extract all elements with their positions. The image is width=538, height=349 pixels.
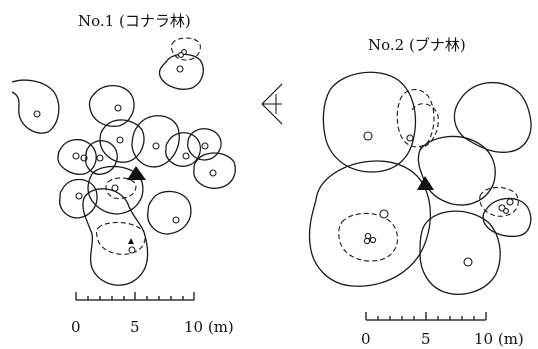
plot2-crown	[453, 81, 532, 153]
north-arrow-icon	[261, 83, 283, 125]
plot2-crown	[322, 71, 417, 173]
plot2-crown	[482, 197, 532, 238]
plot1-crown	[158, 53, 204, 90]
plot2-trunk	[503, 208, 509, 214]
plot1-map	[11, 37, 236, 286]
plot1-trunk	[178, 52, 184, 58]
plot1-small-marker	[128, 238, 134, 244]
scale1-label-5: 5	[130, 318, 140, 336]
plot2-crown-dashed	[338, 212, 398, 262]
scale2-label-5: 5	[421, 330, 431, 348]
plot1-trunk	[114, 104, 122, 112]
plot1-crown-dashed	[95, 221, 146, 255]
plot1-crown	[187, 128, 222, 161]
plot2-trunk	[406, 134, 414, 142]
plot2-trunk	[463, 257, 473, 267]
plot1-crown	[165, 132, 201, 167]
plot2-trunk	[363, 237, 371, 245]
plot2-trunk	[369, 236, 377, 244]
plot1-trunk	[128, 246, 136, 254]
plot1-crown	[147, 190, 192, 235]
plot1-crown-dashed	[171, 37, 201, 61]
scale2-label-0: 0	[361, 330, 371, 348]
plot1-crown	[59, 178, 98, 219]
plot2-crown-dashed	[411, 103, 439, 149]
plot2-crown	[419, 210, 501, 295]
plot2-crown	[308, 160, 432, 287]
plot2-crown	[417, 135, 496, 206]
plot2-trunk	[506, 198, 514, 206]
plot1-crown	[11, 79, 60, 134]
scale2-label-10: 10 (m)	[474, 330, 524, 348]
plot1-trunk	[201, 142, 209, 150]
plot2-center-marker	[417, 176, 434, 190]
plot1-trunk	[182, 152, 190, 160]
plot2-map	[308, 71, 532, 295]
plot1-trunk	[75, 192, 83, 200]
plot1-crown	[82, 188, 149, 286]
plot2-trunk	[364, 232, 372, 240]
plot1-trunk	[172, 216, 180, 224]
plot1-trunk	[209, 169, 217, 177]
plot2-crown-dashed	[479, 186, 519, 217]
plot2-trunk	[379, 209, 389, 219]
plot1-trunk	[152, 142, 160, 150]
plot1-crown	[131, 115, 180, 168]
scale1-label-10: 10 (m)	[184, 318, 234, 336]
plot1-crown	[99, 119, 145, 163]
plot1-center-marker	[127, 166, 146, 180]
plot2-scale-bar: 0 5 10 (m)	[361, 312, 524, 348]
plot1-trunk	[176, 65, 184, 73]
plot1-crown	[57, 139, 97, 175]
scale1-label-0: 0	[71, 318, 81, 336]
plot2-title: No.2 (ブナ林)	[368, 36, 466, 54]
plot1-trunk	[72, 152, 80, 160]
plot1-trunk	[96, 154, 104, 162]
plot1-crown	[85, 140, 118, 175]
plot1-crown	[193, 152, 236, 189]
plot2-trunk	[363, 131, 373, 141]
plot1-title: No.1 (コナラ林)	[78, 12, 191, 30]
plot1-crown	[87, 165, 144, 215]
plot1-trunk	[116, 136, 124, 144]
plot1-crown-dashed	[105, 177, 137, 200]
plot1-trunk	[33, 110, 41, 118]
plot1-crown	[88, 85, 135, 127]
plot1-scale-bar: 0 5 10 (m)	[71, 292, 234, 336]
